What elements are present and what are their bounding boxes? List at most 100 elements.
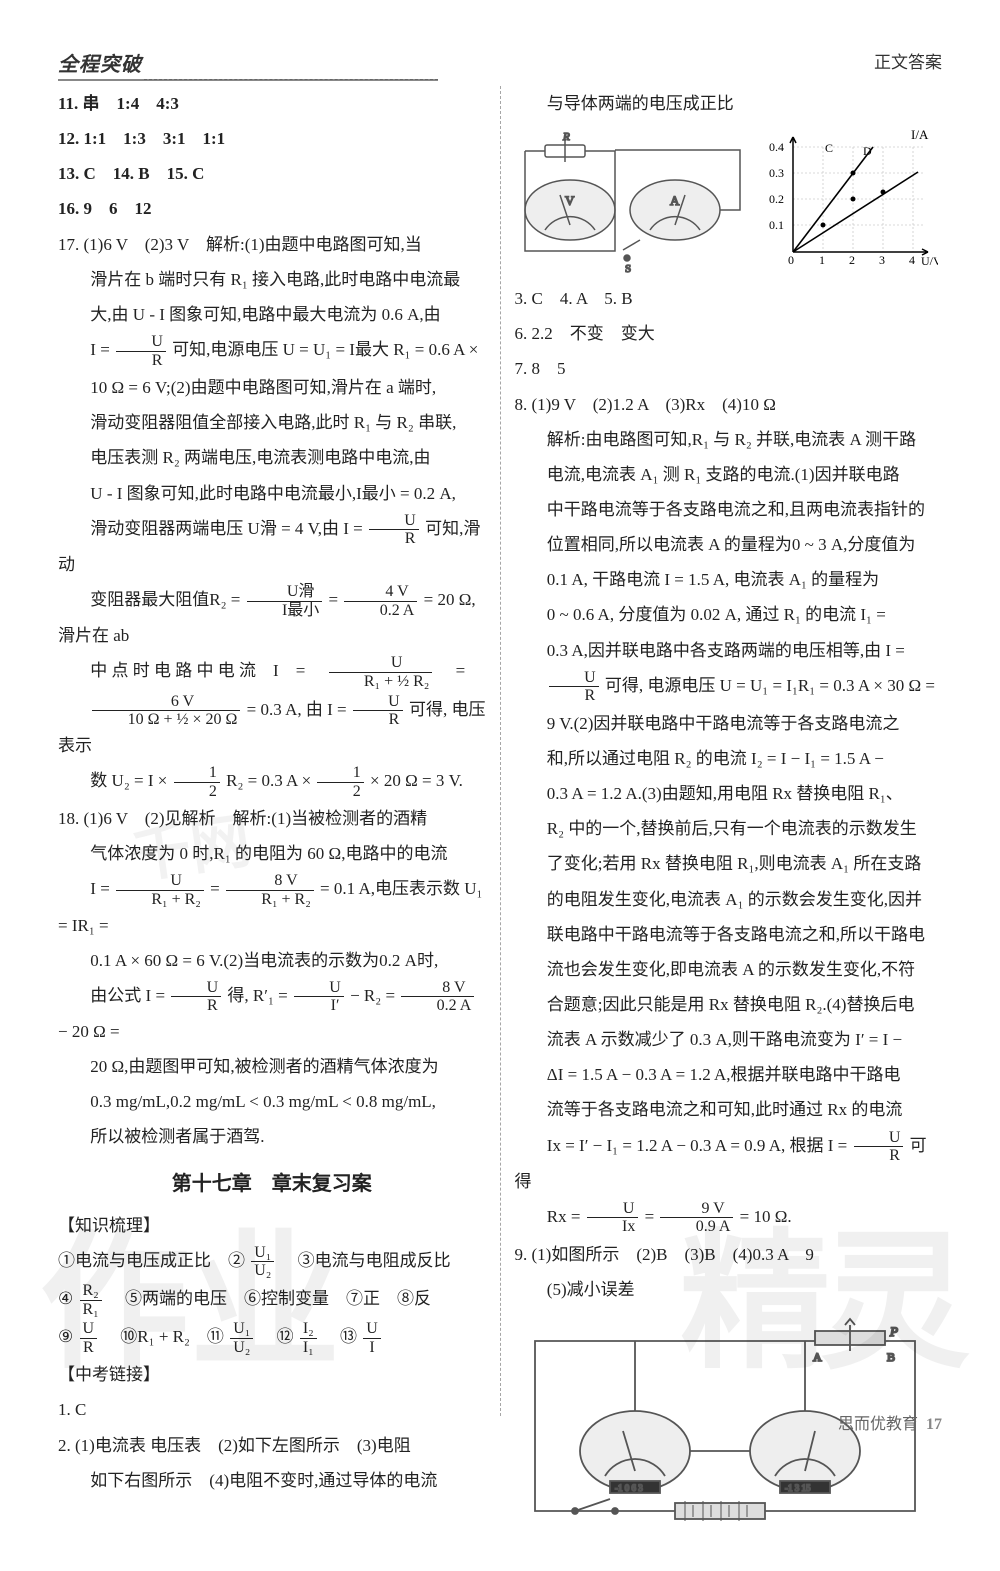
- circuit-and-graph-row: R V A S I/A: [515, 127, 943, 277]
- answer-line: 解析:由电路图可知,R₁ 与 R₂ 并联,电流表 A 测干路: [515, 422, 943, 457]
- answer-line: 0.1 A, 干路电流 I = 1.5 A, 电流表 A₁ 的量程为: [515, 562, 943, 597]
- fraction: U₁U₂: [251, 1244, 274, 1280]
- fraction: UI: [363, 1320, 381, 1356]
- answer-line: R₂ 中的一个,替换前后,只有一个电流表的示数发生: [515, 811, 943, 846]
- section-label: 正文答案: [874, 53, 942, 72]
- answer-line: 如下右图所示 (4)电阻不变时,通过导体的电流: [58, 1463, 486, 1498]
- fraction: 6 V10 Ω + ½ × 20 Ω: [92, 693, 240, 729]
- left-column: 11. 串 1:4 4:3 12. 1:1 1:3 3:1 1:1 13. C …: [58, 86, 486, 1541]
- answer-line: 1. C: [58, 1392, 486, 1427]
- fraction: UR: [116, 333, 166, 369]
- svg-text:0.1: 0.1: [769, 218, 784, 232]
- answer-line: 变阻器最大阻值R₂ = U滑I最小 = 4 V0.2 A = 20 Ω, 滑片在…: [58, 582, 486, 653]
- answer-line: 所以被检测者属于酒驾.: [58, 1119, 486, 1154]
- fraction: 12: [174, 764, 220, 800]
- answer-line: (5)减小误差: [515, 1272, 943, 1307]
- answer-line: 9. (1)如图所示 (2)B (3)B (4)0.3 A 9: [515, 1237, 943, 1272]
- answer-line: 了变化;若用 Rx 替换电阻 R₁,则电流表 A₁ 所在支路: [515, 846, 943, 881]
- answer-line: 17. (1)6 V (2)3 V 解析:(1)由题中电路图可知,当: [58, 227, 486, 262]
- answer-line: 7. 8 5: [515, 351, 943, 386]
- answer-line: 中 点 时 电 路 中 电 流 I = UR₁ + ½ R₂ =: [58, 653, 486, 691]
- fraction: 8 V0.2 A: [401, 979, 474, 1015]
- answer-line: 3. C 4. A 5. B: [515, 281, 943, 316]
- zhongkao-head: 【中考链接】: [58, 1357, 486, 1392]
- right-column: 与导体两端的电压成正比 R V A: [515, 86, 943, 1541]
- svg-text:-1 0 6 3: -1 0 6 3: [615, 1483, 643, 1493]
- graph-ylabel: I/A: [911, 127, 929, 142]
- answer-line: 11. 串 1:4 4:3: [58, 86, 486, 121]
- answer-line: 流等于各支路电流之和可知,此时通过 Rx 的电流: [515, 1092, 943, 1127]
- svg-text:0: 0: [788, 253, 794, 267]
- answer-line: 2. (1)电流表 电压表 (2)如下左图所示 (3)电阻: [58, 1428, 486, 1463]
- fraction: 8 VR₁ + R₂: [226, 872, 314, 908]
- fraction: UIx: [587, 1200, 639, 1236]
- fraction: U₁U₂: [230, 1320, 253, 1356]
- knowledge-line: ④ R₂R₁ ⑤两端的电压 ⑥控制变量 ⑦正 ⑧反: [58, 1281, 486, 1319]
- header-right: 正文答案: [874, 48, 942, 73]
- fraction: 12: [317, 764, 363, 800]
- answer-line: 位置相同,所以电流表 A 的量程为0 ~ 3 A,分度值为: [515, 527, 943, 562]
- answer-line: 6. 2.2 不变 变大: [515, 316, 943, 351]
- svg-text:C: C: [825, 141, 833, 155]
- fraction: 4 V0.2 A: [344, 583, 417, 619]
- knowledge-head: 【知识梳理】: [58, 1208, 486, 1243]
- answer-line: 流表 A 示数减少了 0.3 A,则干路电流变为 I′ = I −: [515, 1022, 943, 1057]
- svg-text:R: R: [562, 131, 570, 143]
- answer-line: I = UR₁ + R₂ = 8 VR₁ + R₂ = 0.1 A,电压表示数 …: [58, 871, 486, 942]
- iu-graph: I/A: [763, 127, 938, 277]
- fraction: I₂I₁: [300, 1320, 317, 1356]
- column-divider: [500, 86, 501, 1416]
- svg-text:P: P: [889, 1324, 898, 1339]
- fraction: UR: [80, 1320, 98, 1356]
- fraction: UR: [353, 693, 403, 729]
- svg-text:1: 1: [819, 253, 825, 267]
- answer-line: ΔI = 1.5 A − 0.3 A = 1.2 A,根据并联电路中干路电: [515, 1057, 943, 1092]
- footer-pagenum: 17: [926, 1416, 942, 1433]
- book-title: 全程突破: [58, 54, 142, 76]
- answer-line: 的电阻发生变化,电流表 A₁ 的示数会发生变化,因并: [515, 882, 943, 917]
- answer-line: 电流,电流表 A₁ 测 R₁ 支路的电流.(1)因并联电路: [515, 457, 943, 492]
- fraction: R₂R₁: [80, 1282, 102, 1318]
- svg-text:A: A: [670, 193, 680, 208]
- header-left: 全程突破: [58, 48, 438, 81]
- answer-line: 6 V10 Ω + ½ × 20 Ω = 0.3 A, 由 I = UR 可得,…: [58, 692, 486, 763]
- answer-line: 18. (1)6 V (2)见解析 解析:(1)当被检测者的酒精: [58, 801, 486, 836]
- svg-text:3: 3: [879, 253, 885, 267]
- answer-line: 9 V.(2)因并联电路中干路电流等于各支路电流之: [515, 706, 943, 741]
- fraction: UI′: [294, 979, 344, 1015]
- answer-line: 滑动变阻器两端电压 U滑 = 4 V,由 I = UR 可知,滑动: [58, 511, 486, 582]
- answer-line: 20 Ω,由题图甲可知,被检测者的酒精气体浓度为: [58, 1049, 486, 1084]
- answer-line: 10 Ω = 6 V;(2)由题中电路图可知,滑片在 a 端时,: [58, 370, 486, 405]
- chapter-title: 第十七章 章末复习案: [58, 1165, 486, 1204]
- page-footer: 思而优教育 17: [838, 1410, 942, 1434]
- knowledge-line: ⑨ UR ⑩R₁ + R₂ ⑪ U₁U₂ ⑫ I₂I₁ ⑬ UI: [58, 1319, 486, 1357]
- answer-line: 8. (1)9 V (2)1.2 A (3)Rx (4)10 Ω: [515, 387, 943, 422]
- footer-brand: 思而优教育: [838, 1416, 918, 1433]
- answer-line: 和,所以通过电阻 R₂ 的电流 I₂ = I − I₁ = 1.5 A −: [515, 741, 943, 776]
- fraction: UR₁ + R₂: [116, 872, 204, 908]
- fraction: UR: [854, 1129, 904, 1165]
- fraction: 9 V0.9 A: [660, 1200, 733, 1236]
- answer-line: U - I 图象可知,此时电路中电流最小,I最小 = 0.2 A,: [58, 476, 486, 511]
- answer-line: 大,由 U - I 图象可知,电路中最大电流为 0.6 A,由: [58, 297, 486, 332]
- svg-text:4: 4: [909, 253, 915, 267]
- svg-text:0.4: 0.4: [769, 140, 784, 154]
- answer-line: 0.1 A × 60 Ω = 6 V.(2)当电流表的示数为0.2 A时,: [58, 943, 486, 978]
- svg-text:D: D: [863, 144, 872, 158]
- page-body: 11. 串 1:4 4:3 12. 1:1 1:3 3:1 1:1 13. C …: [0, 0, 1000, 1571]
- answer-line: 中干路电流等于各支路电流之和,且两电流表指针的: [515, 492, 943, 527]
- answer-line: 流也会发生变化,即电流表 A 的示数发生变化,不符: [515, 952, 943, 987]
- answer-line: 0.3 A = 1.2 A.(3)由题知,用电阻 Rx 替换电阻 R₁、: [515, 776, 943, 811]
- answer-line: 0.3 mg/mL,0.2 mg/mL < 0.3 mg/mL < 0.8 mg…: [58, 1084, 486, 1119]
- circuit-diagram-icon: R V A S: [515, 130, 755, 275]
- svg-text:A: A: [813, 1350, 822, 1364]
- svg-text:2: 2: [849, 253, 855, 267]
- svg-text:U/V: U/V: [921, 254, 938, 268]
- answer-line: 与导体两端的电压成正比: [515, 86, 943, 121]
- svg-text:0.2: 0.2: [769, 192, 784, 206]
- knowledge-line: ①电流与电压成正比 ② U₁U₂ ③电流与电阻成反比: [58, 1243, 486, 1281]
- answer-line: 联电路中干路电流等于各支路电流之和,所以干路电: [515, 917, 943, 952]
- fraction: U滑I最小: [247, 583, 323, 619]
- answer-line: 13. C 14. B 15. C: [58, 156, 486, 191]
- svg-text:S: S: [625, 263, 631, 275]
